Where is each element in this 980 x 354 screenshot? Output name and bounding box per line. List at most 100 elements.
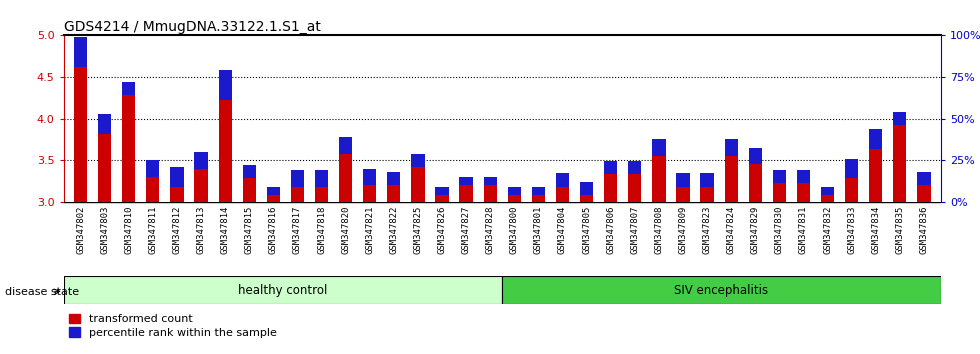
Bar — [772, 183, 786, 202]
Text: GSM347818: GSM347818 — [317, 205, 326, 254]
Bar — [653, 156, 665, 202]
Bar — [74, 37, 87, 67]
Bar — [604, 174, 617, 202]
Bar — [339, 154, 352, 202]
Bar — [845, 159, 858, 178]
Bar — [604, 161, 617, 174]
Bar — [412, 154, 424, 167]
Text: GSM347827: GSM347827 — [462, 205, 470, 254]
Bar — [315, 170, 328, 187]
Text: GSM347821: GSM347821 — [366, 205, 374, 254]
Text: GSM347803: GSM347803 — [100, 205, 109, 254]
Bar — [845, 178, 858, 202]
Bar — [267, 195, 280, 202]
Bar — [676, 173, 690, 187]
Text: GSM347825: GSM347825 — [414, 205, 422, 254]
Bar — [291, 187, 304, 202]
Bar — [146, 177, 160, 202]
Bar — [98, 133, 112, 202]
Text: GSM347810: GSM347810 — [124, 205, 133, 254]
Bar — [291, 170, 304, 187]
Bar — [171, 167, 183, 187]
Bar — [797, 183, 810, 202]
Bar — [532, 195, 545, 202]
Bar — [749, 148, 761, 164]
Text: healthy control: healthy control — [238, 284, 327, 297]
Text: SIV encephalitis: SIV encephalitis — [674, 284, 768, 297]
Text: GSM347832: GSM347832 — [823, 205, 832, 254]
Bar — [243, 165, 256, 178]
Text: GSM347824: GSM347824 — [726, 205, 736, 254]
Bar — [797, 170, 810, 183]
Bar — [580, 182, 593, 195]
Bar — [194, 152, 208, 169]
Bar — [869, 149, 882, 202]
FancyBboxPatch shape — [64, 276, 502, 304]
Text: GSM347808: GSM347808 — [655, 205, 663, 254]
Bar — [556, 187, 569, 202]
Bar — [508, 187, 521, 195]
Legend: transformed count, percentile rank within the sample: transformed count, percentile rank withi… — [70, 314, 277, 338]
Text: GSM347826: GSM347826 — [437, 205, 447, 254]
Text: GSM347801: GSM347801 — [534, 205, 543, 254]
Text: GSM347816: GSM347816 — [269, 205, 278, 254]
Bar — [821, 195, 834, 202]
Bar — [508, 195, 521, 202]
Text: disease state: disease state — [5, 287, 79, 297]
Bar — [364, 185, 376, 202]
Bar — [701, 187, 713, 202]
Text: GSM347828: GSM347828 — [486, 205, 495, 254]
Text: GSM347834: GSM347834 — [871, 205, 880, 254]
Text: GSM347831: GSM347831 — [799, 205, 808, 254]
Bar — [917, 185, 931, 202]
Bar — [556, 173, 569, 187]
Bar — [267, 187, 280, 195]
Bar — [893, 125, 907, 202]
Bar — [364, 169, 376, 185]
Bar — [146, 160, 160, 177]
Text: GSM347800: GSM347800 — [510, 205, 518, 254]
Bar — [580, 195, 593, 202]
Text: GSM347806: GSM347806 — [607, 205, 615, 254]
Bar — [676, 187, 690, 202]
Bar — [219, 100, 232, 202]
Text: GSM347804: GSM347804 — [558, 205, 567, 254]
Bar — [74, 67, 87, 202]
Text: GSM347814: GSM347814 — [220, 205, 229, 254]
Bar — [194, 169, 208, 202]
Text: GSM347833: GSM347833 — [847, 205, 857, 254]
Bar — [869, 130, 882, 149]
Bar — [219, 70, 232, 100]
Bar — [724, 139, 738, 156]
Bar — [893, 112, 907, 125]
Bar — [412, 167, 424, 202]
Text: GSM347811: GSM347811 — [148, 205, 158, 254]
Text: GSM347815: GSM347815 — [245, 205, 254, 254]
Bar — [243, 178, 256, 202]
Text: GSM347835: GSM347835 — [896, 205, 905, 254]
Bar — [387, 172, 401, 185]
Bar — [435, 187, 449, 195]
Bar — [628, 161, 641, 174]
Text: GSM347830: GSM347830 — [775, 205, 784, 254]
Bar — [653, 139, 665, 156]
Bar — [724, 156, 738, 202]
Bar — [532, 187, 545, 195]
Text: GSM347812: GSM347812 — [172, 205, 181, 254]
Bar — [460, 177, 472, 185]
Bar — [460, 185, 472, 202]
Text: GSM347836: GSM347836 — [919, 205, 928, 254]
Text: GSM347805: GSM347805 — [582, 205, 591, 254]
Text: GSM347822: GSM347822 — [389, 205, 398, 254]
Bar — [917, 172, 931, 185]
Bar — [315, 187, 328, 202]
Text: GDS4214 / MmugDNA.33122.1.S1_at: GDS4214 / MmugDNA.33122.1.S1_at — [64, 21, 320, 34]
Text: GSM347829: GSM347829 — [751, 205, 760, 254]
Text: GSM347817: GSM347817 — [293, 205, 302, 254]
Text: GSM347820: GSM347820 — [341, 205, 350, 254]
Bar — [628, 174, 641, 202]
Bar — [701, 173, 713, 187]
Bar — [122, 82, 135, 95]
Bar — [387, 185, 401, 202]
FancyBboxPatch shape — [502, 276, 941, 304]
